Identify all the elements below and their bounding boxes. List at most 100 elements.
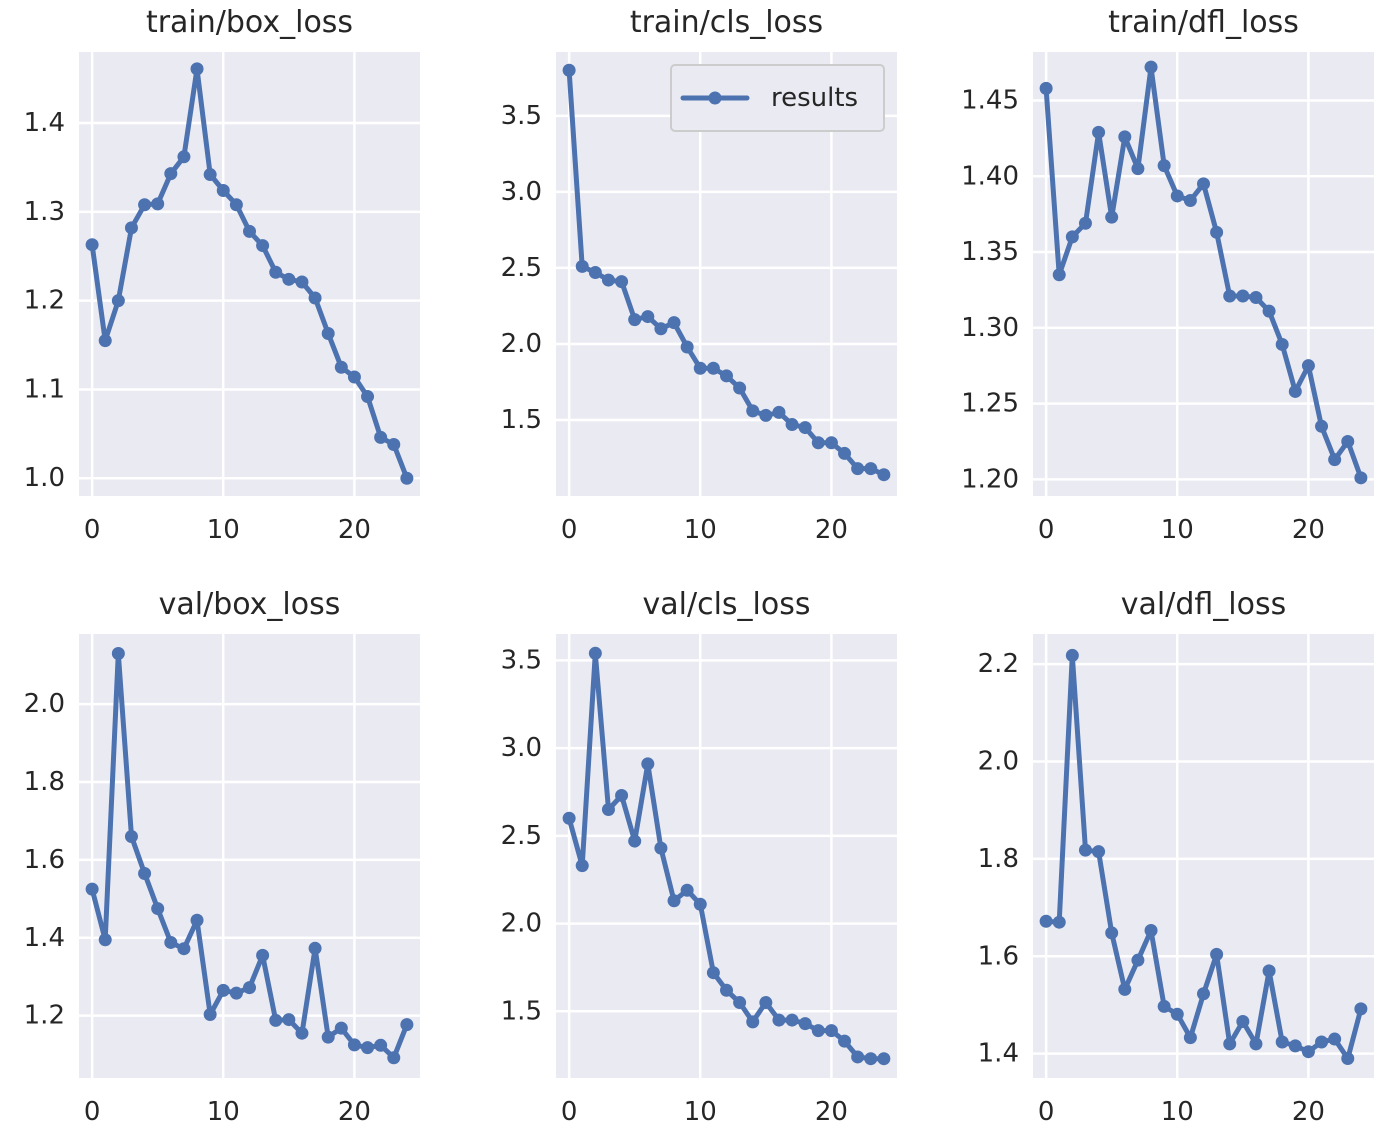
- y-tick-label: 1.3: [24, 197, 65, 227]
- data-point: [864, 462, 878, 476]
- data-point: [1315, 1035, 1329, 1049]
- x-tick-label: 0: [561, 515, 578, 545]
- x-tick-label: 20: [338, 1097, 371, 1127]
- data-point: [798, 421, 812, 435]
- chart-title: val/box_loss: [159, 587, 341, 622]
- data-point: [588, 646, 602, 660]
- x-tick-label: 20: [815, 515, 848, 545]
- data-point: [811, 436, 825, 450]
- chart-title: train/dfl_loss: [1108, 5, 1299, 40]
- y-tick-label: 3.0: [501, 177, 542, 207]
- data-point: [203, 1008, 217, 1022]
- data-point: [124, 830, 138, 844]
- data-point: [864, 1052, 878, 1066]
- data-point: [1197, 177, 1210, 191]
- data-point: [269, 1013, 283, 1027]
- x-tick-label: 10: [1161, 1097, 1194, 1127]
- data-point: [1144, 923, 1158, 937]
- data-point: [615, 275, 629, 289]
- data-point: [400, 471, 414, 485]
- data-point: [1105, 210, 1119, 224]
- data-point: [1065, 648, 1079, 662]
- data-point: [706, 966, 720, 980]
- x-tick-label: 10: [684, 1097, 717, 1127]
- x-tick-label: 20: [338, 515, 371, 545]
- data-point: [575, 259, 589, 273]
- data-point: [1105, 926, 1119, 940]
- data-point: [164, 935, 178, 949]
- data-point: [746, 404, 760, 418]
- y-tick-label: 1.8: [978, 844, 1019, 874]
- data-point: [562, 63, 576, 77]
- y-tick-label: 3.5: [501, 645, 542, 675]
- y-tick-label: 2.2: [978, 649, 1019, 679]
- y-tick-label: 2.5: [501, 253, 542, 283]
- data-point: [85, 882, 99, 896]
- x-tick-label: 20: [815, 1097, 848, 1127]
- y-tick-label: 1.6: [978, 941, 1019, 971]
- data-point: [190, 913, 204, 927]
- data-point: [1341, 1052, 1355, 1066]
- data-point: [1328, 1032, 1342, 1046]
- data-point: [1092, 845, 1106, 859]
- data-point: [308, 291, 322, 305]
- data-point: [1144, 60, 1158, 74]
- data-point: [641, 757, 655, 771]
- chart-val-dfl-loss: val/dfl_loss 0 10 20 1.4 1.6 1.8 2.0 2.2: [978, 587, 1374, 1127]
- data-point: [838, 446, 852, 460]
- data-point: [98, 933, 112, 947]
- data-point: [1078, 216, 1092, 230]
- data-point: [374, 1038, 388, 1052]
- x-tick-label: 10: [207, 515, 240, 545]
- data-point: [1275, 337, 1289, 351]
- data-point: [190, 62, 204, 76]
- x-tick-label: 10: [1161, 515, 1194, 545]
- data-point: [667, 316, 681, 330]
- data-point: [334, 1021, 348, 1035]
- data-point: [798, 1017, 812, 1031]
- data-point: [361, 390, 375, 404]
- data-point: [334, 360, 348, 374]
- data-point: [1157, 159, 1171, 173]
- data-point: [1236, 1015, 1250, 1029]
- data-point: [295, 275, 309, 289]
- x-tick-label: 10: [207, 1097, 240, 1127]
- data-point: [1039, 81, 1053, 95]
- data-point: [1262, 304, 1276, 318]
- y-tick-label: 1.6: [24, 845, 65, 875]
- y-tick-label: 3.0: [501, 733, 542, 763]
- data-point: [759, 996, 773, 1010]
- data-point: [1210, 947, 1224, 961]
- x-tick-label: 20: [1292, 515, 1325, 545]
- data-point: [1118, 982, 1132, 996]
- data-point: [1275, 1035, 1289, 1049]
- data-point: [877, 468, 891, 482]
- data-point: [1065, 230, 1079, 244]
- data-point: [98, 334, 112, 348]
- data-point: [85, 238, 99, 252]
- data-point: [229, 198, 243, 212]
- plot-area: [79, 52, 420, 496]
- data-point: [1301, 359, 1315, 373]
- chart-title: train/cls_loss: [630, 5, 823, 40]
- data-point: [1131, 953, 1145, 967]
- data-point: [295, 1026, 309, 1040]
- data-point: [243, 981, 256, 995]
- data-point: [1052, 915, 1066, 929]
- plot-area: [1033, 634, 1374, 1078]
- data-point: [1288, 384, 1302, 398]
- data-point: [575, 859, 589, 873]
- data-point: [256, 948, 270, 962]
- data-point: [851, 462, 865, 476]
- data-point: [1078, 843, 1092, 857]
- x-tick-label: 10: [684, 515, 717, 545]
- data-point: [124, 221, 138, 235]
- data-point: [111, 294, 125, 308]
- y-tick-label: 1.8: [24, 767, 65, 797]
- data-point: [1354, 471, 1368, 485]
- data-point: [1131, 162, 1145, 176]
- data-point: [361, 1041, 375, 1055]
- data-point: [628, 313, 642, 327]
- data-point: [1157, 999, 1171, 1013]
